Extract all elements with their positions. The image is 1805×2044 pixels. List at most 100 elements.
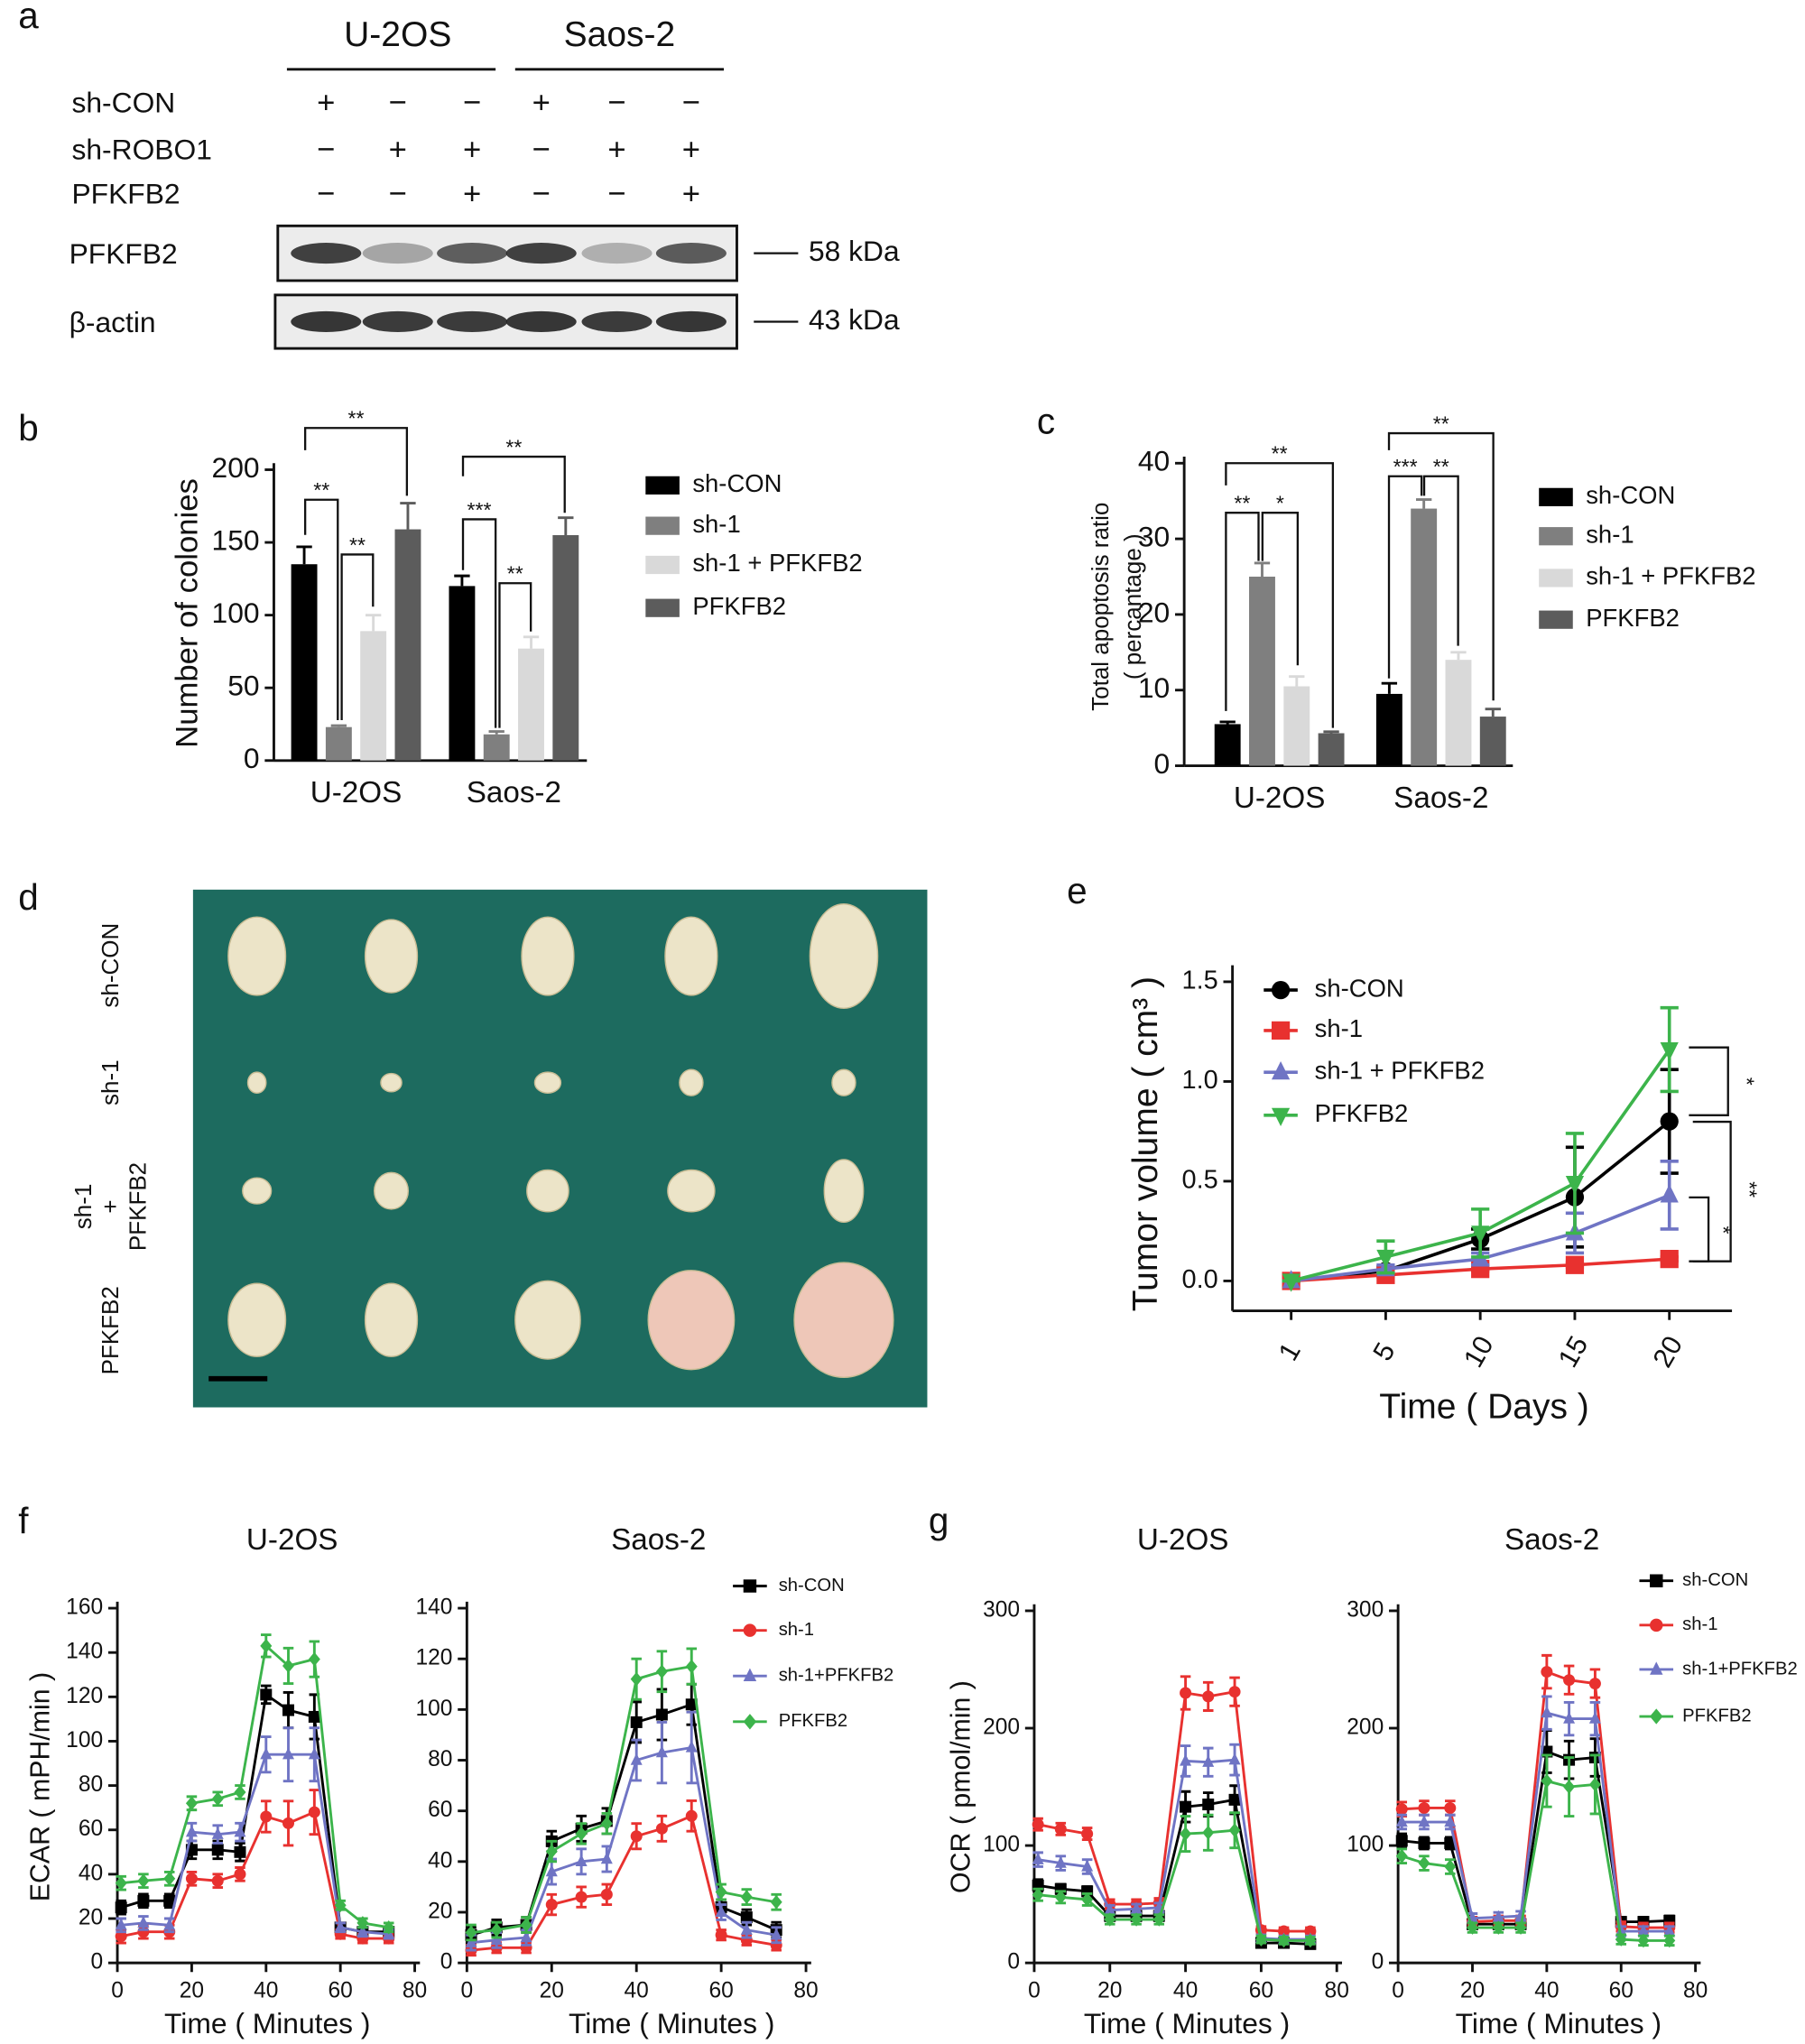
significance-label: ** [313,478,329,502]
legend-label: sh-1 + PFKFB2 [1315,1056,1485,1084]
marker [1418,1836,1430,1849]
marker [1228,1793,1241,1806]
legend-swatch [645,598,680,617]
marker [575,1891,588,1903]
marker [334,1898,347,1913]
bar [1249,577,1275,766]
marker [575,1854,588,1867]
x-axis-label: Time ( Minutes ) [1084,2007,1290,2039]
marker [1032,1852,1044,1864]
blot-band [291,243,362,264]
x-tick-label: 60 [708,1978,733,2002]
y-tick-label: 40 [79,1861,103,1885]
y-tick-label: 80 [79,1772,103,1797]
blot-band [437,243,508,264]
tumor [521,916,575,996]
marker [1282,1273,1301,1292]
x-tick-label: 40 [1534,1978,1559,2002]
x-tick-label: 40 [254,1978,278,2002]
marker [1418,1855,1430,1871]
condition-sign: − [532,133,551,167]
legend-label: sh-CON [1682,1570,1748,1590]
bar [483,734,510,761]
marker [260,1688,273,1701]
error-bar [365,614,382,632]
series-line [1402,1711,1670,1933]
panel-label: d [18,876,38,918]
y-tick-label: 150 [212,523,260,556]
x-tick-label: 40 [1173,1978,1198,2002]
legend-marker [743,1579,757,1593]
marker [685,1740,698,1753]
bar [1375,693,1402,766]
marker [770,1894,782,1910]
y-axis-label: ECAR ( mPH/min ) [25,1672,55,1901]
blot-band [581,310,653,333]
marker [115,1875,127,1891]
condition-sign: − [463,86,481,120]
marker [1444,1801,1457,1814]
marker [211,1844,224,1856]
marker [715,1905,727,1918]
band-size: 58 kDa [809,235,900,267]
legend-label: PFKFB2 [1682,1706,1751,1725]
condition-sign: + [317,86,335,120]
marker [520,1930,532,1943]
marker [1418,1801,1430,1814]
marker [715,1928,727,1941]
marker [1032,1818,1044,1831]
bar [1411,508,1438,766]
condition-sign: − [317,177,335,211]
marker [630,1716,643,1728]
y-axis-label: OCR ( pmol/min ) [946,1680,976,1893]
y-tick-label: 0 [1007,1950,1020,1975]
y-tick-label: 40 [1138,445,1170,477]
tumor [823,1159,865,1224]
y-tick-label: 120 [415,1646,452,1670]
bar [291,564,318,761]
marker [1202,1690,1215,1703]
error-bar [1416,498,1432,509]
marker [1395,1803,1408,1816]
y-tick-label: 80 [428,1747,452,1771]
bar [449,586,476,761]
x-tick-label: 20 [540,1978,564,2002]
y-tick-label: 200 [983,1715,1020,1739]
significance-label: ** [349,533,366,557]
marker [1418,1815,1430,1827]
band-label: PFKFB2 [69,237,178,270]
marker [1565,1255,1585,1274]
y-tick-label: 10 [1138,671,1170,704]
y-tick-label: 160 [66,1595,103,1620]
significance-bracket [1225,512,1260,711]
legend-swatch [645,516,680,535]
legend-marker [1271,1107,1291,1126]
marker [1663,1933,1676,1948]
error-bar [400,502,416,530]
error-bar [1485,708,1501,717]
band-size: 43 kDa [809,303,900,336]
y-tick-label: 100 [66,1728,103,1753]
x-axis-label: Time ( Days ) [1379,1387,1589,1426]
condition-sign: + [389,133,407,167]
panel-label: a [18,0,39,36]
row-label: sh-CON [97,923,124,1008]
x-tick-label: U-2OS [310,776,403,809]
legend-label: sh-1 [692,510,740,538]
marker [1054,1890,1067,1905]
condition-sign: − [682,86,700,120]
row-label: + [97,1199,124,1213]
legend-label: sh-1 [1315,1014,1363,1042]
y-tick-label: 20 [428,1899,452,1923]
significance-bracket [1387,475,1423,679]
significance-label: *** [1393,455,1418,478]
y-tick-label: 100 [212,597,260,629]
error-bar [1381,681,1398,694]
x-axis-label: Time ( Minutes ) [569,2007,774,2039]
marker [490,1922,503,1938]
tumor [809,902,879,1010]
marker [1395,1815,1408,1827]
blot-band [362,310,433,333]
tumor [647,1270,736,1371]
